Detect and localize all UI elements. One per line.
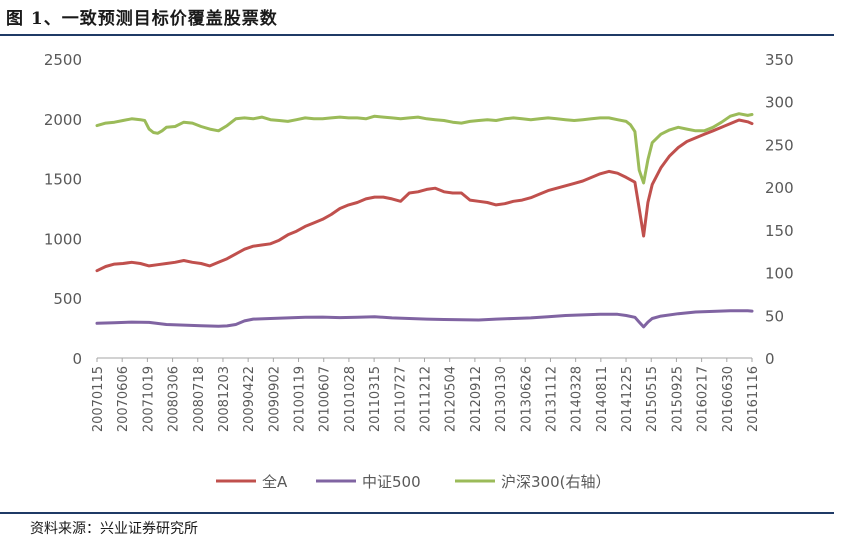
series-line-0 (95, 118, 754, 273)
x-tick-label: 20100119 (293, 366, 308, 432)
y-right-tick-label: 200 (765, 179, 794, 197)
x-tick-label: 20090422 (242, 366, 257, 432)
x-tick-label: 20111212 (419, 366, 434, 432)
y-left-tick-label: 1000 (44, 230, 82, 248)
y-left-tick-label: 2000 (44, 111, 82, 129)
x-tick-label: 20081203 (217, 366, 232, 432)
source-rule (0, 512, 834, 514)
legend-label-2: 沪深300(右轴） (501, 473, 610, 491)
legend-label-0: 全A (262, 473, 288, 491)
x-tick-label: 20150925 (670, 366, 685, 432)
x-tick-label: 20120504 (444, 366, 459, 432)
y-right-tick-label: 100 (765, 265, 794, 283)
x-tick-label: 20070606 (116, 366, 131, 432)
series-line-1 (95, 309, 754, 329)
x-tick-label: 20071019 (141, 366, 156, 432)
title-rule (0, 34, 834, 36)
x-tick-label: 20160217 (696, 366, 711, 432)
x-tick-label: 20110727 (393, 366, 408, 432)
source-note: 资料来源：兴业证券研究所 (30, 521, 198, 537)
y-right-tick-label: 300 (765, 94, 794, 112)
x-tick-label: 20101028 (343, 366, 358, 432)
x-tick-label: 20080306 (167, 366, 182, 432)
y-right-tick-label: 50 (765, 307, 784, 325)
y-left-tick-label: 500 (53, 290, 82, 308)
x-tick-label: 20110315 (368, 366, 383, 432)
x-tick-label: 20090902 (267, 366, 282, 432)
x-tick-label: 20161116 (746, 366, 761, 432)
x-tick-label: 20131112 (544, 366, 559, 432)
x-tick-label: 20100607 (318, 366, 333, 432)
x-tick-label: 20130626 (519, 366, 534, 432)
chart-series (95, 112, 754, 329)
x-tick-label: 20120912 (469, 366, 484, 432)
y-right-tick-label: 350 (765, 51, 794, 69)
x-tick-label: 20150515 (645, 366, 660, 432)
y-right-tick-label: 0 (765, 350, 775, 368)
x-tick-label: 20070115 (91, 366, 106, 432)
chart-legend: 全A 中证500 沪深300(右轴） (216, 473, 610, 491)
legend-label-1: 中证500 (362, 473, 421, 491)
y-left-tick-label: 0 (72, 350, 82, 368)
y-right-tick-label: 250 (765, 136, 794, 154)
chart-axes: 0 500 1000 1500 2000 2500 0 50 100 150 200 250 300 35… (44, 51, 794, 432)
y-left-tick-label: 1500 (44, 171, 82, 189)
x-tick-label: 20130130 (494, 366, 509, 432)
y-right-tick-label: 150 (765, 222, 794, 240)
x-tick-label: 20140328 (570, 366, 585, 432)
x-tick-label: 20141225 (620, 366, 635, 432)
x-tick-label: 20140811 (595, 366, 610, 432)
x-tick-label: 20080718 (192, 366, 207, 432)
x-tick-label: 20160630 (721, 366, 736, 432)
series-line-2 (95, 112, 754, 185)
figure-title: 图 1、一致预测目标价覆盖股票数 (6, 9, 278, 29)
y-left-tick-label: 2500 (44, 51, 82, 69)
